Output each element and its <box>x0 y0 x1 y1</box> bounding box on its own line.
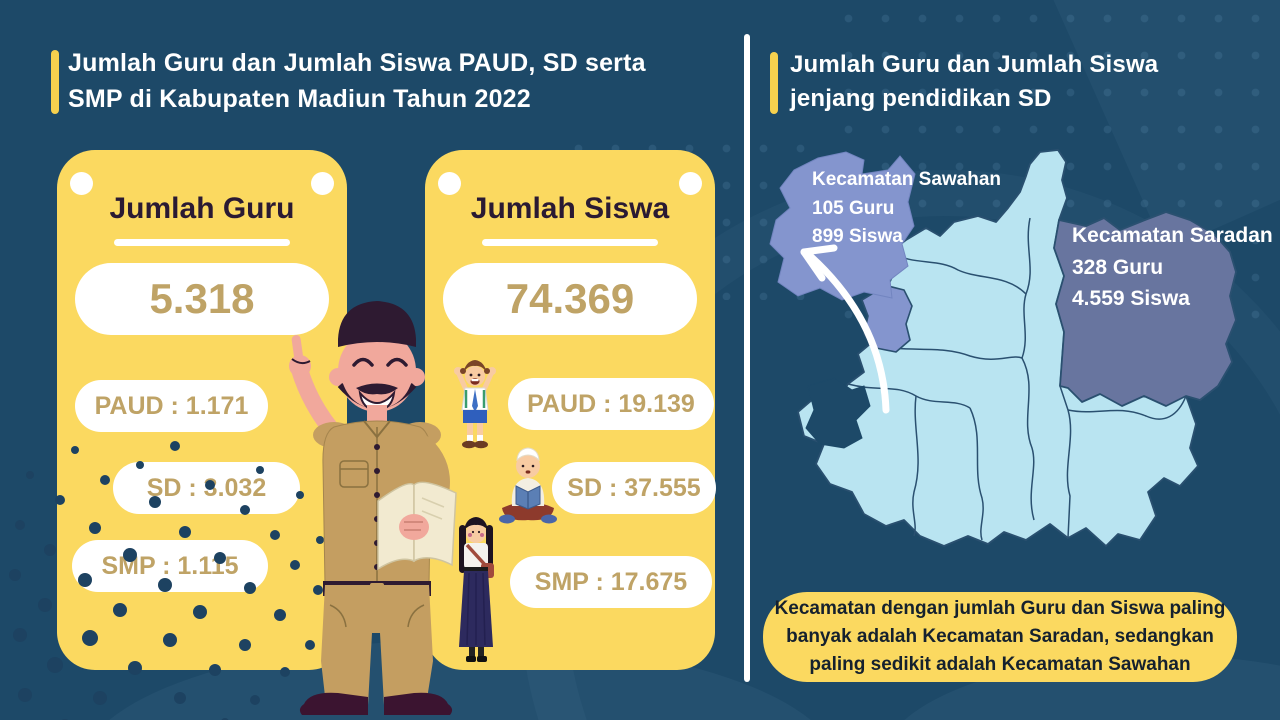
map-region-sawahan-small <box>861 285 913 353</box>
left-section-title: Jumlah Guru dan Jumlah Siswa PAUD, SD se… <box>68 46 646 117</box>
right-title-line2: jenjang pendidikan SD <box>790 85 1052 113</box>
map-callout-arrow <box>800 244 890 414</box>
saradan-name: Kecamatan Saradan <box>1072 224 1273 247</box>
teacher-legs <box>299 585 453 715</box>
guru-card: Jumlah Guru 5.318 PAUD : 1.171 SD : 3.03… <box>57 150 347 670</box>
card-title-underline <box>114 239 290 246</box>
teacher-book <box>377 481 457 571</box>
dots-cluster-decoration <box>9 441 324 720</box>
siswa-card-title: Jumlah Siswa <box>470 192 670 225</box>
sawahan-name: Kecamatan Sawahan <box>812 169 1002 190</box>
card-title-underline <box>482 239 658 246</box>
guru-total-value: 5.318 <box>75 263 329 335</box>
section-divider <box>744 34 750 682</box>
right-title-line1: Jumlah Guru dan Jumlah Siswa <box>790 51 1159 78</box>
left-title-line2: SMP di Kabupaten Madiun Tahun 2022 <box>68 84 531 113</box>
map-region-sawahan-enlarged <box>769 151 916 301</box>
card-hole-right <box>311 172 334 195</box>
sawahan-guru: 105 Guru <box>812 197 895 219</box>
girl-student-illustration <box>459 517 494 662</box>
map-enclave-hole <box>805 377 871 449</box>
saradan-guru: 328 Guru <box>1072 255 1164 279</box>
madiun-district-map <box>769 149 1237 547</box>
siswa-smp-pill: SMP : 17.675 <box>510 556 712 608</box>
conclusion-note-box: Kecamatan dengan jumlah Guru dan Siswa p… <box>763 592 1237 682</box>
district-borders <box>847 217 1187 541</box>
teacher-illustration <box>289 301 457 715</box>
conclusion-note-text: Kecamatan dengan jumlah Guru dan Siswa p… <box>774 598 1226 675</box>
left-title-accent-bar <box>51 50 59 114</box>
sawahan-label: Kecamatan Sawahan 105 Guru 899 Siswa <box>812 166 1001 252</box>
right-title-accent-bar <box>770 52 778 114</box>
card-hole-left <box>438 172 461 195</box>
card-hole-left <box>70 172 93 195</box>
saradan-label: Kecamatan Saradan 328 Guru 4.559 Siswa <box>1072 220 1273 315</box>
siswa-sd-pill: SD : 37.555 <box>552 462 716 514</box>
map-region-saradan <box>1053 211 1237 407</box>
right-section-title: Jumlah Guru dan Jumlah Siswa jenjang pen… <box>790 48 1158 116</box>
left-title-line1: Jumlah Guru dan Jumlah Siswa PAUD, SD se… <box>68 49 646 77</box>
teacher-head <box>329 301 425 425</box>
guru-paud-pill: PAUD : 1.171 <box>75 380 268 432</box>
card-hole-right <box>679 172 702 195</box>
reading-student-illustration <box>499 447 557 524</box>
guru-card-title: Jumlah Guru <box>109 192 295 225</box>
siswa-paud-pill: PAUD : 19.139 <box>508 378 714 430</box>
sawahan-siswa: 899 Siswa <box>812 226 903 247</box>
saradan-siswa: 4.559 Siswa <box>1072 287 1190 310</box>
cheering-student-illustration <box>454 360 496 449</box>
siswa-total-value: 74.369 <box>443 263 697 335</box>
